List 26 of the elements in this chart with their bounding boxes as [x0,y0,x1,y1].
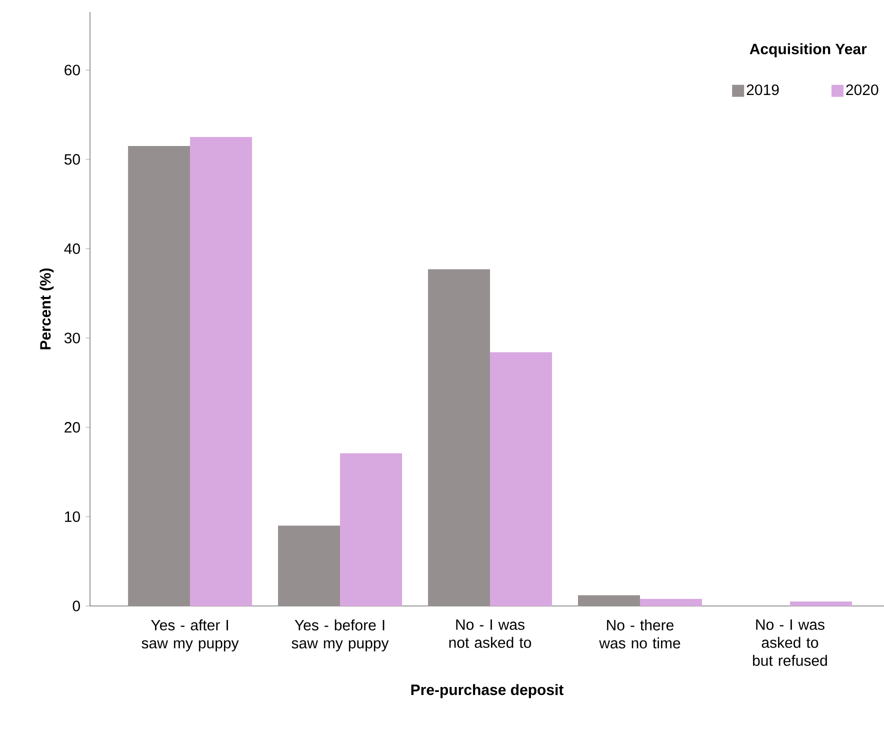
bar [428,269,490,606]
bar [490,352,552,606]
y-tick-label: 10 [65,511,80,522]
x-tick-label: No - I was asked to but refused [753,619,827,666]
bar [790,602,852,606]
x-tick-label: Yes - after I saw my puppy [142,619,239,652]
legend-label: 2020 [846,84,878,96]
x-axis-title: Pre-purchase deposit [411,684,564,698]
bar [340,453,402,606]
bar [128,146,190,606]
x-tick-label: No - there was no time [599,619,680,648]
y-tick-label: 0 [72,600,80,612]
bar [278,526,340,606]
y-tick-label: 30 [64,332,80,344]
x-tick-label: Yes - before I saw my puppy [292,619,389,652]
y-tick-label: 20 [64,422,80,433]
legend-label: 2019 [746,84,779,96]
y-tick-label: 40 [64,243,80,254]
y-tick-label: 60 [64,64,80,76]
x-tick-label: No - I was not asked to [449,619,532,648]
y-axis-title: Percent (%) [40,268,54,350]
y-tick-label: 50 [64,154,80,165]
bar [190,137,252,606]
legend-title: Acquisition Year [750,43,867,58]
bar [640,598,702,606]
bar [578,595,640,606]
